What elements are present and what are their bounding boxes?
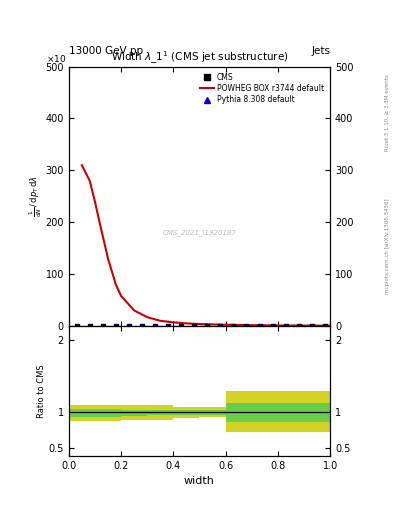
Title: Width $\lambda\_1^1$ (CMS jet substructure): Width $\lambda\_1^1$ (CMS jet substructu… <box>110 49 288 66</box>
Y-axis label: $\frac{1}{\mathrm{d}N}\,/\,\mathrm{d}p_\mathrm{T}\,\mathrm{d}\lambda$: $\frac{1}{\mathrm{d}N}\,/\,\mathrm{d}p_\… <box>28 175 44 217</box>
Text: Rivet 3.1.10, ≥ 3.3M events: Rivet 3.1.10, ≥ 3.3M events <box>385 74 389 151</box>
Text: $\times10$: $\times10$ <box>46 53 66 64</box>
Y-axis label: Ratio to CMS: Ratio to CMS <box>37 364 46 418</box>
Text: Jets: Jets <box>311 46 330 56</box>
Text: mcplots.cern.ch [arXiv:1306.3436]: mcplots.cern.ch [arXiv:1306.3436] <box>385 198 389 293</box>
Text: 13000 GeV pp: 13000 GeV pp <box>69 46 143 56</box>
Text: CMS_2021_I1920187: CMS_2021_I1920187 <box>162 229 237 236</box>
X-axis label: width: width <box>184 476 215 486</box>
Legend: CMS, POWHEG BOX r3744 default, Pythia 8.308 default: CMS, POWHEG BOX r3744 default, Pythia 8.… <box>198 70 326 106</box>
